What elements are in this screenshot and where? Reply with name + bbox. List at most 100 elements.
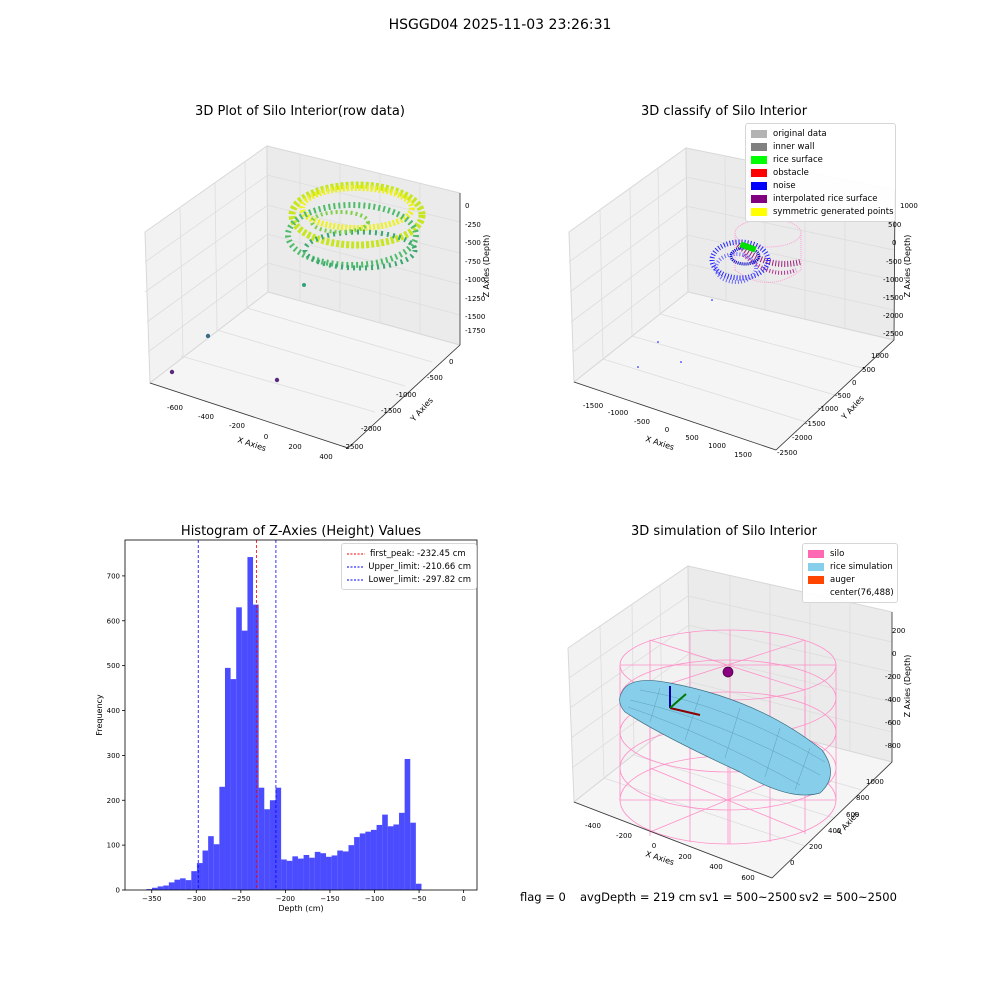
histogram-bar [275, 787, 282, 890]
classify-x-tick: 1500 [734, 451, 752, 459]
classify-z-tick: -2500 [883, 330, 903, 338]
simulation-auger-x-axis [669, 707, 701, 716]
simulation-3d-plot: -400 -200 0 200 400 600 X Axies 0 200 40… [567, 565, 912, 882]
classify-plot-title: 3D classify of Silo Interior [640, 104, 808, 119]
histogram-y-label: Frequency [95, 694, 104, 736]
histogram-bar [286, 860, 293, 890]
histogram-bar [303, 855, 310, 890]
legend-item: center(76,488) [808, 586, 894, 599]
histogram-bar [342, 851, 349, 890]
histogram-x-tick-label: 0 [461, 895, 465, 903]
simulation-z-tick: -600 [885, 719, 901, 727]
legend-line-sample [347, 553, 365, 554]
legend-item: rice simulation [808, 560, 893, 573]
simulation-y-tick: 0 [790, 859, 794, 867]
classify-x-tick: -1000 [608, 409, 628, 417]
histogram-x-tick-label: −300 [187, 895, 206, 903]
legend-label: auger [830, 574, 855, 585]
simulation-y-tick: 400 [828, 827, 841, 835]
raw-x-label: X Axies [236, 435, 267, 453]
legend-item: auger [808, 573, 892, 586]
legend-label: Upper_limit: -210.66 cm [368, 561, 471, 572]
histogram-y-tick-label: 0 [116, 887, 120, 895]
histogram-bars [146, 557, 422, 890]
histogram-bar [370, 829, 377, 890]
histogram-y-tick-label: 500 [107, 662, 120, 670]
histogram-bar [326, 856, 332, 890]
histogram-bar [376, 824, 383, 890]
legend-label: silo [830, 548, 845, 559]
simulation-x-tick: 200 [678, 853, 691, 861]
histogram-bar [281, 859, 287, 890]
classify-y-tick: 500 [862, 366, 875, 374]
classify-x-label: X Axies [644, 434, 675, 452]
simulation-x-tick: 400 [709, 863, 722, 871]
simulation-plot-title: 3D simulation of Silo Interior [631, 524, 817, 539]
legend-item: Lower_limit: -297.82 cm [347, 573, 471, 586]
histogram-frame [124, 539, 478, 891]
histogram-y-tick-label: 200 [107, 797, 120, 805]
raw-x-tick: 0 [264, 433, 268, 441]
simulation-z-label: Z Axies (Depth) [903, 655, 912, 718]
figure-title: HSGGD04 2025-11-03 23:26:31 [388, 17, 612, 33]
simulation-x-tick: 600 [741, 874, 754, 882]
classify-x-tick: -1500 [583, 402, 603, 410]
legend-swatch [808, 575, 824, 584]
histogram-bar [410, 822, 416, 890]
raw-outlier-point [169, 369, 175, 375]
legend-item: inner wall [751, 140, 890, 153]
footer-sv2: sv2 = 500~2500 [799, 890, 897, 904]
raw-y-tick: -2000 [361, 425, 381, 433]
raw-z-tick: -750 [465, 258, 481, 266]
histogram-reference-lines [197, 540, 277, 890]
histogram-x-tick-label: −350 [142, 895, 161, 903]
histogram-bar [354, 837, 360, 890]
classify-y-tick: -2000 [792, 434, 812, 442]
classify-x-axis [573, 381, 777, 451]
classify-z-tick: 1000 [900, 202, 918, 210]
simulation-auger-y-axis [669, 693, 687, 709]
legend-item: original data [751, 127, 890, 140]
simulation-y-axis [771, 761, 893, 879]
classify-z-tick: -500 [886, 258, 902, 266]
raw-z-tick: 0 [465, 202, 469, 210]
simulation-z-tick: 0 [892, 650, 896, 658]
histogram-bar [348, 845, 355, 890]
histogram-bar [393, 824, 400, 890]
simulation-x-axis [573, 801, 773, 879]
legend-item: rice surface [751, 153, 890, 166]
legend-item: interpolated rice surface [751, 192, 890, 205]
legend-swatch [808, 589, 824, 597]
histogram-bar [196, 863, 203, 890]
raw-gridlines [144, 154, 461, 413]
raw-z-tick: -1000 [465, 276, 485, 284]
raw-y-tick: 0 [449, 358, 453, 366]
histogram-bar [320, 853, 327, 890]
raw-z-tick: -250 [465, 221, 481, 229]
histogram-y-tick-label: 100 [107, 842, 120, 850]
legend-label: interpolated rice surface [773, 193, 878, 204]
simulation-x-tick: 0 [652, 842, 656, 850]
histogram-y-tick-label: 400 [107, 707, 120, 715]
histogram-bar [415, 883, 422, 890]
legend-label: first_peak: -232.45 cm [370, 548, 466, 559]
classify-3d-plot: -1500 -1000 -500 0 500 1000 1500 X Axies… [568, 147, 918, 459]
footer-flag: flag = 0 [520, 890, 566, 904]
classify-z-tick: -1000 [883, 276, 903, 284]
classify-z-tick: 0 [892, 239, 896, 247]
raw-x-tick: -600 [167, 404, 183, 412]
histogram-bar [180, 878, 186, 890]
histogram-bar [236, 607, 242, 890]
histogram-bar [157, 886, 164, 890]
legend-swatch [751, 155, 767, 164]
histogram-bar [152, 887, 158, 890]
simulation-x-label: X Axies [644, 849, 675, 867]
raw-z-tick: -1750 [465, 327, 485, 335]
legend-swatch [808, 549, 824, 558]
histogram-bar [365, 831, 371, 890]
histogram-y-tick-label: 600 [107, 617, 120, 625]
legend-item: first_peak: -232.45 cm [347, 547, 471, 560]
histogram-bar [387, 826, 394, 890]
histogram-bar [224, 667, 231, 890]
histogram-bar [146, 889, 153, 890]
